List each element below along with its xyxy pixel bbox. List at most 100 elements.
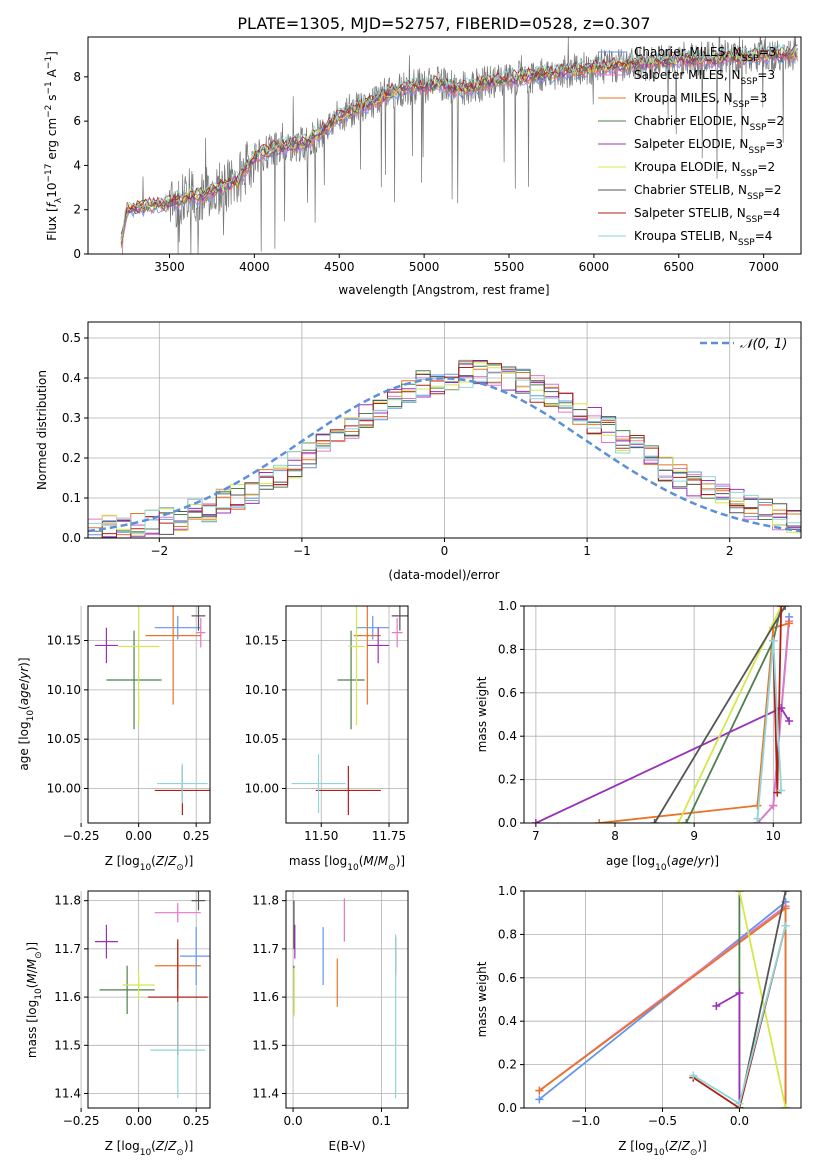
y-axis-label: mass weight bbox=[475, 961, 489, 1037]
weight-marker bbox=[735, 1099, 744, 1108]
y-tick-label: 10.05 bbox=[47, 732, 81, 746]
y-tick-label: 10.15 bbox=[47, 634, 81, 648]
x-tick-label: −0.25 bbox=[63, 1114, 100, 1128]
legend-entry: Chabrier STELIB, NSSP=2 bbox=[634, 183, 782, 202]
weight-marker bbox=[535, 1086, 544, 1095]
y-tick-label: 0.4 bbox=[498, 1014, 517, 1028]
x-tick-label: 6000 bbox=[579, 260, 610, 274]
y-tick-label: 11.7 bbox=[54, 942, 81, 956]
axes-frame bbox=[523, 605, 802, 824]
x-tick-label: 0.0 bbox=[284, 1114, 303, 1128]
weight-marker bbox=[781, 904, 790, 913]
x-axis-label: age [log10(age/yr)] bbox=[606, 854, 719, 873]
plot-area bbox=[291, 606, 408, 816]
residual-histogram bbox=[88, 369, 801, 534]
y-tick-label: 10.00 bbox=[245, 781, 279, 795]
weight-marker bbox=[781, 891, 790, 895]
x-axis-label: E(B-V) bbox=[328, 1139, 365, 1153]
x-tick-label: −1.0 bbox=[571, 1114, 600, 1128]
plot-area bbox=[94, 891, 210, 1099]
y-tick-label: 11.8 bbox=[54, 894, 81, 908]
weight-marker bbox=[753, 801, 762, 810]
y-tick-label: 10.10 bbox=[245, 683, 279, 697]
weight-marker bbox=[682, 819, 691, 823]
axes-frame bbox=[87, 605, 211, 824]
weight-marker bbox=[531, 819, 540, 823]
x-axis-label: (data-model)/error bbox=[388, 568, 499, 582]
age-vs-mass-panel: 11.50 11.75 10.00 10.05 10.10 10.15 mass [log1… bbox=[245, 605, 409, 873]
x-tick-label: 8 bbox=[611, 829, 619, 843]
weight-marker bbox=[781, 921, 790, 930]
weight-marker bbox=[781, 1104, 790, 1108]
x-tick-label: 0.25 bbox=[183, 1114, 210, 1128]
x-axis-label: wavelength [Angstrom, rest frame] bbox=[338, 283, 549, 297]
y-tick-label: 11.6 bbox=[54, 990, 81, 1004]
legend-entry: Kroupa MILES, NSSP=3 bbox=[634, 91, 767, 110]
y-tick-label: 1.0 bbox=[498, 884, 517, 898]
x-tick-label: −0.25 bbox=[63, 829, 100, 843]
x-tick-label: 4500 bbox=[324, 260, 355, 274]
weight-marker bbox=[769, 801, 778, 810]
y-axis-label: mass weight bbox=[475, 676, 489, 752]
weight-marker bbox=[712, 1002, 721, 1011]
plot-area bbox=[120, 37, 798, 254]
y-tick-label: 0.8 bbox=[498, 927, 517, 941]
plot-area bbox=[88, 359, 801, 538]
x-tick-label: 11.50 bbox=[304, 829, 338, 843]
x-tick-label: 1 bbox=[583, 544, 591, 558]
weight-marker bbox=[735, 988, 744, 997]
y-tick-label: 0.4 bbox=[498, 729, 517, 743]
observed-spectrum-line bbox=[121, 37, 798, 254]
y-tick-label: 0.1 bbox=[62, 491, 81, 505]
weight-marker bbox=[781, 606, 790, 610]
y-tick-label: 0.3 bbox=[62, 411, 81, 425]
y-tick-label: 2 bbox=[73, 203, 81, 217]
y-tick-label: 0.0 bbox=[62, 531, 81, 545]
x-tick-label: 0.1 bbox=[372, 1114, 391, 1128]
x-tick-label: 5000 bbox=[409, 260, 440, 274]
weight-marker bbox=[785, 619, 794, 628]
x-tick-label: 11.75 bbox=[372, 829, 406, 843]
x-tick-label: −1 bbox=[293, 544, 311, 558]
y-tick-label: 0.4 bbox=[62, 371, 81, 385]
plot-area bbox=[293, 898, 397, 1099]
legend-entry: Chabrier ELODIE, NSSP=2 bbox=[634, 114, 784, 133]
weight-line bbox=[653, 606, 786, 823]
x-tick-label: 7 bbox=[532, 829, 540, 843]
x-axis-label: Z [log10(Z/Z⊙)] bbox=[105, 1139, 194, 1158]
weight-marker bbox=[785, 717, 794, 726]
y-tick-label: 0.2 bbox=[498, 773, 517, 787]
plot-area bbox=[531, 606, 794, 823]
y-axis-label: Normed distribution bbox=[35, 370, 49, 490]
y-tick-label: 11.5 bbox=[252, 1038, 279, 1052]
y-tick-label: 11.4 bbox=[54, 1087, 81, 1101]
weight-marker bbox=[650, 819, 659, 823]
figure-title: PLATE=1305, MJD=52757, FIBERID=0528, z=0… bbox=[237, 14, 650, 33]
weight-marker bbox=[595, 819, 604, 823]
x-tick-label: 7000 bbox=[748, 260, 779, 274]
y-tick-label: 4 bbox=[73, 158, 81, 172]
y-tick-label: 1.0 bbox=[498, 599, 517, 613]
axes-frame bbox=[285, 605, 409, 824]
y-axis-label: Flux [fλ10−17 erg cm−2 s−1 A−1] bbox=[44, 51, 64, 241]
legend-entry: Kroupa ELODIE, NSSP=2 bbox=[634, 160, 775, 179]
y-tick-label: 11.5 bbox=[54, 1038, 81, 1052]
weight-vs-metallicity-panel: −1.0 −0.5 0.0 0.0 0.2 0.4 0.6 0.8 1.0 Z [log10(Z/… bbox=[475, 884, 802, 1158]
x-tick-label: 6500 bbox=[663, 260, 694, 274]
axes-frame bbox=[87, 890, 211, 1109]
y-tick-label: 11.8 bbox=[252, 894, 279, 908]
mass-vs-ebv-panel: 0.0 0.1 11.4 11.5 11.6 11.7 11.8 E(B-V) bbox=[252, 890, 409, 1153]
y-tick-label: 0.6 bbox=[498, 686, 517, 700]
y-tick-label: 0 bbox=[73, 247, 81, 261]
x-tick-label: −2 bbox=[150, 544, 168, 558]
legend-entry: 𝒩(0, 1) bbox=[740, 337, 787, 352]
weight-marker bbox=[674, 819, 683, 823]
y-tick-label: 11.4 bbox=[252, 1087, 279, 1101]
weight-marker bbox=[777, 786, 786, 795]
y-tick-label: 10.05 bbox=[245, 732, 279, 746]
y-axis-label: age [log10(age/yr)] bbox=[17, 657, 36, 770]
axes-frame bbox=[87, 321, 802, 539]
legend-entry: Chabrier MILES, NSSP=3 bbox=[634, 45, 776, 64]
y-tick-label: 10.15 bbox=[245, 634, 279, 648]
